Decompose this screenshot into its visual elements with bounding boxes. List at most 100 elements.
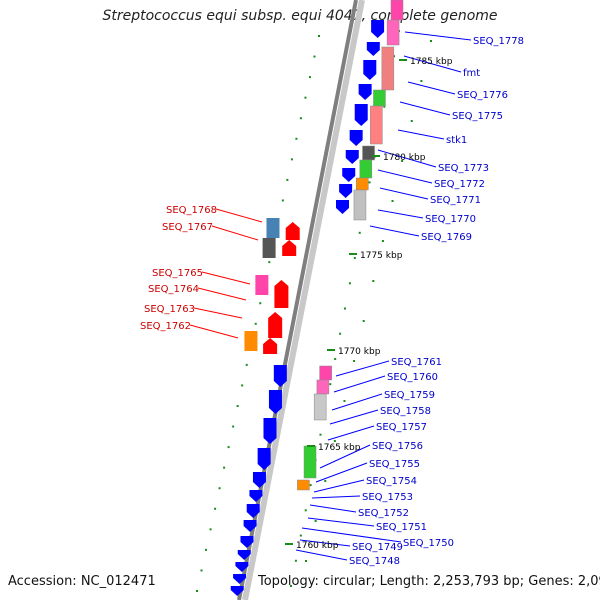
cds-arrow [366,42,380,56]
label-leader [379,187,429,200]
gc-dot-far [420,80,423,82]
gc-dot-right [348,282,351,285]
gc-dot-right [393,55,396,58]
cds-arrow [268,390,282,414]
cds-arrow [252,472,266,488]
gc-dot-far [353,360,356,362]
label-leader [407,81,456,95]
gene-label-forward: SEQ_1775 [452,111,503,122]
gc-dot-far [410,120,413,122]
accession-label: Accession: NC_012471 [8,574,156,589]
cds-arrow [233,574,247,584]
gene-label-forward: SEQ_1778 [473,36,524,47]
gc-dot-far [381,240,384,242]
label-leader [397,129,445,140]
gene-label-forward: SEQ_1760 [387,372,438,383]
gene-label-forward: SEQ_1757 [376,422,427,433]
kbp-label: 1785 kbp [410,57,453,67]
gene-block [356,177,369,191]
cds-arrow [257,448,271,470]
backbone-line [237,0,358,600]
gc-dot-far [305,560,307,562]
label-leader [299,539,351,547]
gene-block [390,0,404,21]
gc-dot-right [290,585,292,587]
gene-block [303,445,317,479]
label-leader [399,101,451,116]
gc-dot-left [218,487,221,490]
reverse-gene-block [266,218,280,238]
cds-arrow [363,60,377,80]
kbp-label: 1780 kbp [383,153,426,163]
backbone-layer [237,0,365,600]
label-leader [319,444,371,469]
cds-arrow [230,586,244,596]
cds-arrow [237,550,251,560]
leader-lines-layer [189,31,472,561]
label-leader [333,375,386,393]
label-leader [369,225,420,237]
gene-label-reverse: SEQ_1767 [162,222,213,233]
label-leader [311,495,361,499]
gene-label-forward: SEQ_1752 [358,508,409,519]
gene-label-forward: SEQ_1749 [352,542,403,553]
gc-dot-right [344,307,346,310]
reverse-cds-arrow [282,240,297,256]
gc-dot-left [232,425,235,428]
gc-dot-left [205,548,208,551]
gene-block [313,393,327,421]
gc-dot-left [295,137,298,140]
gene-label-forward: SEQ_1759 [384,390,435,401]
gene-label-reverse: SEQ_1765 [152,268,203,279]
gene-block [353,189,367,221]
label-leader [313,479,365,493]
gc-dot-left [196,590,198,592]
label-leader [189,324,239,339]
gene-label-forward: SEQ_1776 [457,90,508,101]
gene-label-forward: fmt [463,68,480,79]
gc-dot-right [319,433,322,436]
gene-label-forward: SEQ_1751 [376,522,427,533]
backbone-shadow [242,0,365,600]
label-leader [215,208,263,223]
cds-arrow [358,84,372,100]
cds-arrow [349,130,363,146]
gc-dot-far [314,520,317,522]
gc-dot-right [339,332,342,335]
gene-label-forward: SEQ_1770 [425,214,476,225]
label-leader [327,425,375,441]
gc-dot-left [299,117,302,120]
label-leader [377,149,437,168]
gene-label-forward: SEQ_1769 [421,232,472,243]
gc-dot-left [200,569,203,572]
gene-block [362,145,375,161]
reverse-gene-block [255,275,269,295]
gene-label-forward: SEQ_1754 [366,476,417,487]
gc-dot-right [334,357,337,360]
cds-arrow [235,562,249,572]
gene-block [370,105,383,145]
gc-dot-left [308,76,311,79]
cds-arrow [354,104,368,126]
gc-dot-left [286,178,289,181]
kbp-label: 1760 kbp [296,541,339,551]
gene-block [297,479,310,491]
gene-label-forward: SEQ_1755 [369,459,420,470]
label-leader [295,549,348,561]
gene-label-forward: SEQ_1758 [380,406,431,417]
gc-dot-left [290,158,293,161]
features-layer [230,0,404,596]
gene-label-forward: SEQ_1771 [430,195,481,206]
gc-dot-right [304,509,307,512]
label-leader [197,287,247,301]
reverse-cds-arrow [285,222,300,240]
gene-block [386,19,400,46]
gene-block [319,365,332,381]
gene-label-reverse: SEQ_1763 [144,304,195,315]
gc-dot-right [358,231,361,234]
gene-label-forward: SEQ_1761 [391,357,442,368]
gene-label-forward: SEQ_1750 [403,538,454,549]
gene-label-forward: SEQ_1773 [438,163,489,174]
gc-dot-left [245,363,248,366]
